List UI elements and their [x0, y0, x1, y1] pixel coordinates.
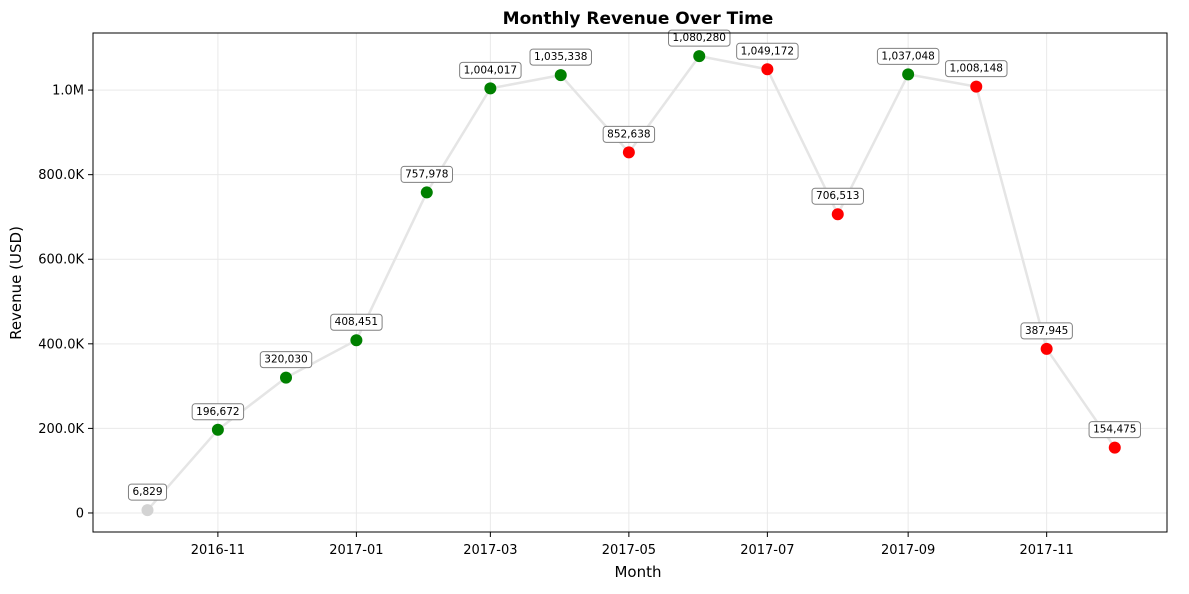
y-tick-label: 1.0M: [52, 84, 84, 99]
data-label-text: 1,037,048: [881, 50, 934, 62]
axes: 2016-11 2017-01 2017-03 2017-05 2017-07 2017-…: [38, 84, 1074, 558]
data-label-2016-10: 6,829: [127, 483, 168, 501]
data-label-text: 320,030: [264, 354, 307, 366]
data-point-2016-11: [211, 423, 224, 436]
y-axis-label: Revenue (USD): [7, 226, 25, 340]
data-label-2017-04: 1,035,338: [529, 48, 592, 66]
data-label-box: [811, 187, 864, 205]
data-point-2017-06: [693, 50, 706, 63]
chart-title: Monthly Revenue Over Time: [503, 9, 774, 29]
revenue-series-line: [146, 54, 1116, 511]
data-label-2017-01: 408,451: [330, 313, 383, 331]
data-labels: 6,829 196,672 320,030 408,451 757,978 1,004,0…: [127, 29, 1141, 501]
data-label-box: [529, 48, 592, 66]
data-point-2017-01: [350, 334, 363, 347]
data-point-2016-12: [280, 371, 293, 384]
data-label-box: [259, 351, 313, 369]
y-tick-label: 200.0K: [38, 422, 84, 437]
data-label-box: [876, 47, 940, 65]
data-point-2017-03: [484, 82, 497, 95]
data-point-2017-02: [420, 186, 433, 199]
data-point-2017-04: [554, 69, 567, 82]
data-point-2017-05: [622, 146, 635, 159]
data-point-2017-12: [1108, 441, 1121, 454]
data-label-2017-02: 757,978: [400, 165, 453, 183]
data-point-2016-10: [141, 504, 154, 517]
data-label-text: 1,049,172: [741, 45, 794, 57]
data-label-2017-03: 1,004,017: [459, 61, 522, 79]
grid-lines: [93, 33, 1167, 532]
series-line-group: [146, 54, 1116, 511]
data-label-box: [945, 60, 1008, 78]
x-tick-label: 2017-03: [463, 543, 517, 558]
data-label-text: 852,638: [607, 128, 650, 140]
data-label-box: [400, 165, 453, 183]
x-tick-label: 2017-11: [1019, 543, 1073, 558]
x-axis-label: Month: [614, 563, 661, 581]
data-label-box: [736, 42, 799, 60]
data-label-text: 1,004,017: [464, 64, 517, 76]
data-label-box: [1020, 322, 1073, 340]
data-label-2016-11: 196,672: [191, 403, 245, 421]
plot-area-frame: [92, 32, 1168, 533]
x-tick-label: 2017-09: [881, 543, 935, 558]
data-label-box: [602, 125, 656, 143]
y-tick-label: 800.0K: [38, 168, 84, 183]
data-label-2017-12: 154,475: [1088, 421, 1141, 439]
data-label-box: [459, 61, 522, 79]
data-label-box: [191, 403, 245, 421]
data-label-text: 196,672: [196, 406, 239, 418]
data-label-2017-06: 1,080,280: [668, 29, 731, 47]
data-label-2016-12: 320,030: [259, 351, 313, 369]
y-tick-label: 600.0K: [38, 253, 84, 268]
x-tick-label: 2016-11: [191, 543, 245, 558]
data-label-text: 6,829: [132, 486, 162, 498]
data-label-text: 1,008,148: [950, 63, 1003, 75]
data-label-box: [1088, 421, 1141, 439]
data-point-2017-09: [902, 68, 915, 81]
data-label-2017-08: 706,513: [811, 187, 864, 205]
data-label-2017-09: 1,037,048: [876, 47, 940, 65]
x-tick-label: 2017-07: [740, 543, 794, 558]
data-point-2017-11: [1040, 342, 1053, 355]
data-label-2017-05: 852,638: [602, 125, 656, 143]
data-label-box: [127, 483, 168, 501]
data-label-2017-11: 387,945: [1020, 322, 1073, 340]
x-tick-label: 2017-01: [329, 543, 383, 558]
data-label-text: 154,475: [1093, 424, 1136, 436]
data-label-text: 1,035,338: [534, 51, 587, 63]
data-label-2017-07: 1,049,172: [736, 42, 799, 60]
data-label-box: [330, 313, 383, 331]
x-tick-label: 2017-05: [602, 543, 656, 558]
data-point-2017-08: [831, 208, 844, 221]
data-point-2017-07: [761, 63, 774, 76]
data-label-box: [668, 29, 731, 47]
y-tick-label: 400.0K: [38, 337, 84, 352]
y-tick-label: 0: [76, 506, 84, 521]
data-point-2017-10: [970, 80, 983, 93]
data-label-text: 706,513: [816, 190, 859, 202]
data-label-text: 757,978: [405, 168, 448, 180]
data-label-text: 387,945: [1025, 325, 1068, 337]
data-label-text: 408,451: [335, 316, 378, 328]
data-label-text: 1,080,280: [673, 32, 726, 44]
data-label-2017-10: 1,008,148: [945, 60, 1008, 78]
data-points: [141, 50, 1121, 517]
